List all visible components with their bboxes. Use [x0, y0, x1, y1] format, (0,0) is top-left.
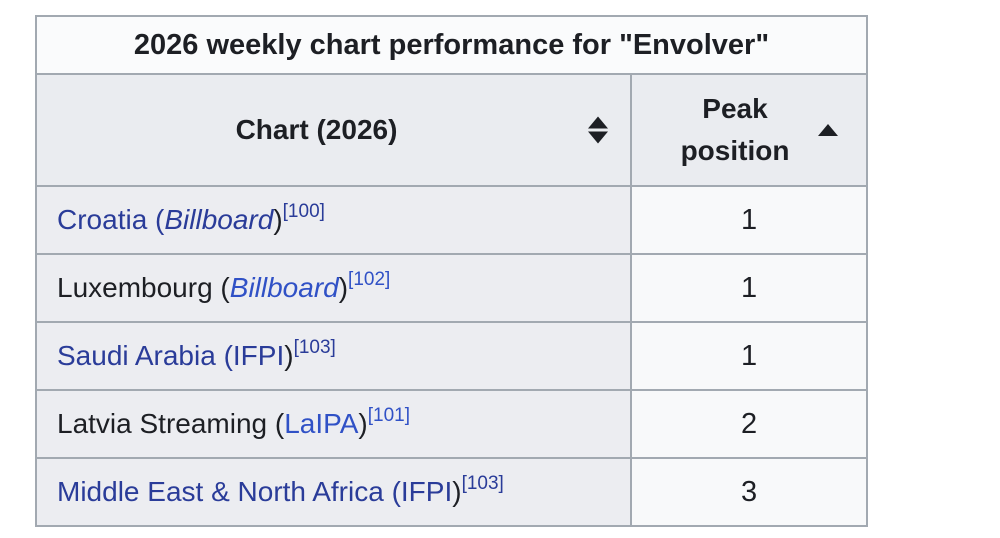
peak-position-cell: 1: [629, 321, 869, 391]
peak-position-cell: 2: [629, 389, 869, 459]
table-title: 2026 weekly chart performance for "Envol…: [34, 15, 869, 75]
peak-position-cell: 3: [629, 457, 869, 527]
chart-link[interactable]: Billboard: [229, 272, 339, 303]
column-header-chart-label: Chart (2026): [235, 114, 398, 145]
chart-cell: Saudi Arabia (IFPI)[103]: [35, 321, 632, 391]
chart-text: Luxembourg (: [57, 272, 230, 303]
chart-text: ): [452, 476, 462, 507]
chart-performance-table: 2026 weekly chart performance for "Envol…: [34, 15, 869, 527]
sort-down-triangle: [588, 131, 608, 144]
chart-cell: Middle East & North Africa (IFPI)[103]: [35, 457, 632, 527]
column-header-chart[interactable]: Chart (2026): [35, 73, 632, 187]
chart-link[interactable]: LaIPA: [284, 408, 359, 439]
reference-link[interactable]: [103]: [293, 336, 336, 358]
chart-text: ): [284, 340, 294, 371]
chart-cell: Croatia (Billboard)[100]: [35, 185, 632, 255]
chart-text: ): [338, 272, 349, 303]
table-row: Saudi Arabia (IFPI)[103] 1: [35, 321, 869, 391]
chart-link[interactable]: Croatia (: [57, 204, 165, 235]
table-row: Middle East & North Africa (IFPI)[103] 3: [35, 457, 869, 527]
table-header-row: Chart (2026) Peak position: [35, 73, 869, 187]
chart-link[interactable]: Billboard: [164, 204, 274, 235]
sort-up-triangle: [588, 116, 608, 129]
reference-link[interactable]: [103]: [461, 472, 504, 494]
chart-cell: Luxembourg (Billboard)[102]: [35, 253, 632, 323]
chart-text: Latvia Streaming (: [57, 408, 285, 439]
column-header-peak[interactable]: Peak position: [629, 73, 869, 187]
reference-link[interactable]: [100]: [282, 200, 325, 222]
table-row: Croatia (Billboard)[100] 1: [35, 185, 869, 255]
chart-link[interactable]: Saudi Arabia (IFPI: [57, 340, 285, 371]
chart-link[interactable]: Middle East & North Africa (IFPI: [57, 476, 453, 507]
chart-cell: Latvia Streaming (LaIPA)[101]: [35, 389, 632, 459]
reference-link[interactable]: [102]: [348, 268, 391, 290]
sort-unsorted-icon: [588, 116, 608, 144]
column-header-peak-label: Peak position: [680, 93, 790, 166]
table-title-row: 2026 weekly chart performance for "Envol…: [34, 15, 869, 75]
table-row: Latvia Streaming (LaIPA)[101] 2: [35, 389, 869, 459]
sort-ascending-icon: [818, 124, 839, 136]
table-row: Luxembourg (Billboard)[102] 1: [35, 253, 869, 323]
chart-text: ): [273, 204, 283, 235]
sort-up-triangle: [818, 124, 839, 136]
peak-position-cell: 1: [629, 253, 869, 323]
table-body: Croatia (Billboard)[100] 1 Luxembourg (Bil…: [35, 185, 869, 527]
chart-text: ): [358, 408, 368, 439]
reference-link[interactable]: [101]: [367, 404, 411, 426]
peak-position-cell: 1: [629, 185, 869, 255]
